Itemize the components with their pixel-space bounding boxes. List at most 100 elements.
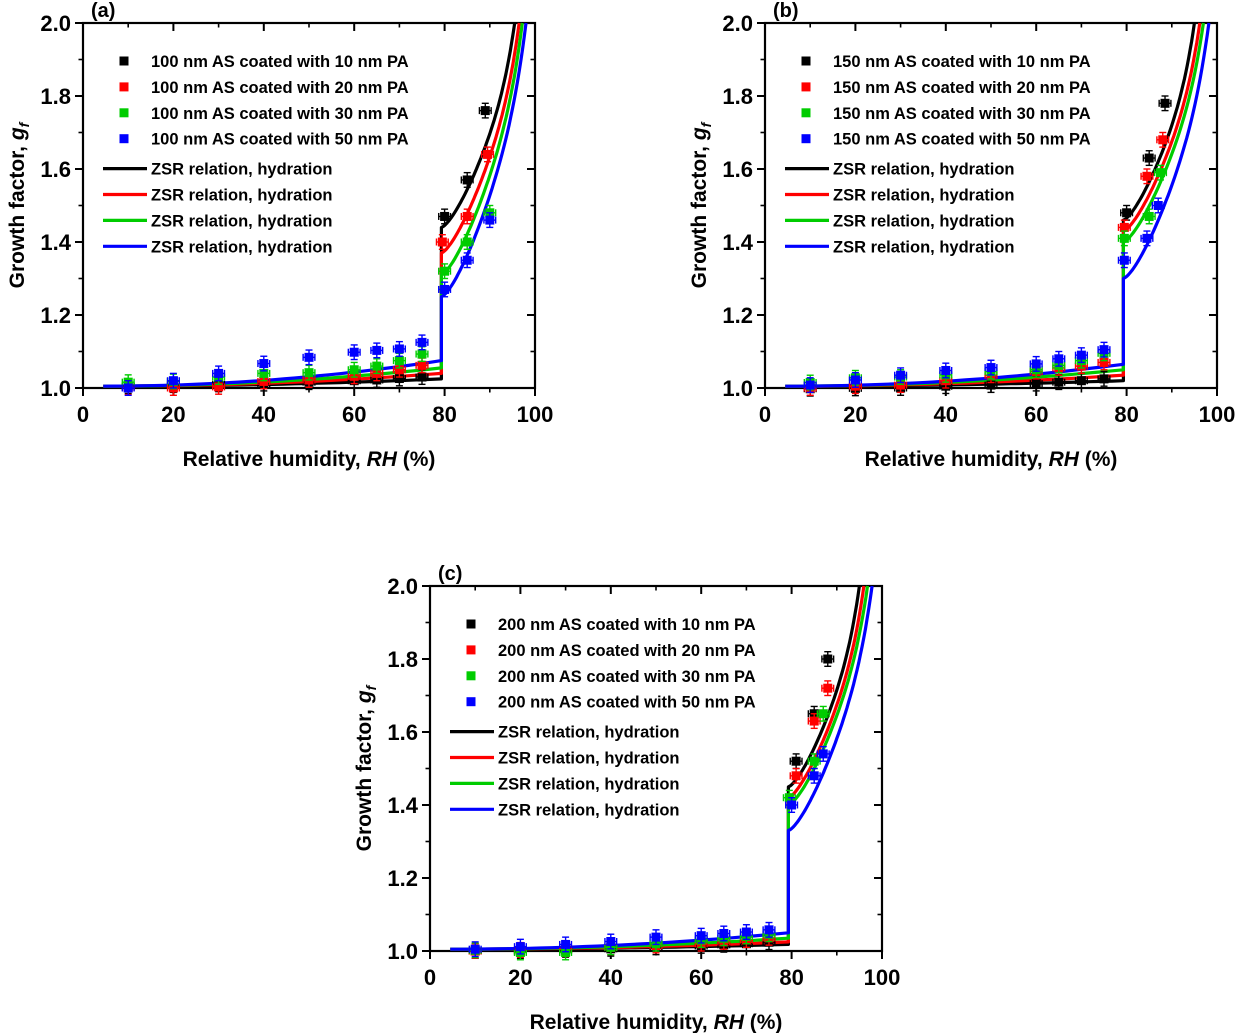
x-axis-tick-label: 100 bbox=[1199, 402, 1236, 427]
legend-marker bbox=[119, 56, 129, 66]
legend-entry-label: ZSR relation, hydration bbox=[833, 238, 1015, 256]
legend-entry-label: ZSR relation, hydration bbox=[498, 775, 680, 793]
legend-marker bbox=[466, 619, 476, 629]
scatter-point bbox=[1160, 98, 1170, 108]
scatter-point bbox=[1054, 377, 1064, 387]
scatter-point bbox=[1144, 153, 1154, 163]
legend: 100 nm AS coated with 10 nm PA 100 nm AS … bbox=[103, 53, 409, 256]
scatter-point bbox=[440, 266, 450, 276]
scatter-point bbox=[214, 382, 224, 392]
zsr-line-4 bbox=[450, 585, 874, 951]
scatter-point bbox=[1144, 211, 1154, 221]
scatter-point bbox=[1122, 208, 1132, 218]
scatter-point bbox=[896, 370, 906, 380]
scatter-point bbox=[372, 361, 382, 371]
y-axis-title: Growth factor, gf bbox=[688, 121, 714, 288]
scatter-point bbox=[440, 211, 450, 221]
x-axis-tick-label: 100 bbox=[864, 965, 901, 990]
scatter-point bbox=[1119, 255, 1129, 265]
scatter-point bbox=[719, 928, 729, 938]
legend-entry-label: ZSR relation, hydration bbox=[151, 187, 333, 205]
scatter-point bbox=[462, 175, 472, 185]
scatter-point bbox=[417, 372, 427, 382]
x-axis-tick-label: 20 bbox=[161, 402, 185, 427]
scatter-point bbox=[1076, 376, 1086, 386]
x-axis-tick-label: 0 bbox=[77, 402, 89, 427]
scatter-point bbox=[462, 237, 472, 247]
x-axis-title: Relative humidity, RH (%) bbox=[530, 1011, 783, 1033]
scatter-point bbox=[1158, 135, 1168, 145]
x-axis-title: Relative humidity, RH (%) bbox=[865, 448, 1118, 471]
scatter-point bbox=[349, 365, 359, 375]
y-axis-tick-label: 2.0 bbox=[40, 11, 71, 36]
scatter-point bbox=[462, 255, 472, 265]
legend-marker bbox=[466, 697, 476, 707]
legend-marker bbox=[801, 134, 811, 144]
scatter-point bbox=[1153, 201, 1163, 210]
x-axis-tick-label: 0 bbox=[759, 402, 771, 427]
scatter-point bbox=[485, 215, 495, 225]
y-axis-tick-label: 1.4 bbox=[40, 230, 71, 255]
scatter-point bbox=[304, 352, 314, 362]
legend-marker bbox=[801, 108, 811, 118]
axes-ticks bbox=[757, 22, 1218, 396]
x-axis-tick-label: 80 bbox=[779, 965, 803, 990]
y-axis-tick-label: 1.4 bbox=[387, 793, 418, 818]
scatter-point bbox=[1031, 359, 1041, 369]
x-axis-tick-label: 80 bbox=[432, 402, 456, 427]
scatter-point bbox=[394, 374, 404, 384]
scatter-point bbox=[787, 800, 797, 810]
y-axis-tick-label: 1.0 bbox=[40, 376, 71, 401]
scatter-point bbox=[394, 344, 404, 354]
x-axis-tick-label: 20 bbox=[508, 965, 532, 990]
x-axis-tick-label: 40 bbox=[252, 402, 276, 427]
legend-marker bbox=[119, 134, 129, 144]
scatter-point bbox=[259, 359, 269, 369]
scatter-point bbox=[259, 368, 269, 378]
x-axis-tick-label: 80 bbox=[1114, 402, 1138, 427]
scatter-point bbox=[259, 376, 269, 386]
scatter-point bbox=[168, 376, 178, 386]
scatter-point bbox=[818, 709, 828, 719]
x-axis-tick-label: 20 bbox=[843, 402, 867, 427]
scatter-point bbox=[417, 360, 427, 370]
x-axis-tick-label: 60 bbox=[1024, 402, 1048, 427]
scatter-point bbox=[1099, 357, 1109, 367]
legend-entry-label: 100 nm AS coated with 30 nm PA bbox=[151, 105, 409, 123]
legend-entry-label: ZSR relation, hydration bbox=[151, 161, 333, 179]
scatter-point bbox=[440, 284, 450, 294]
y-axis-tick-label: 1.6 bbox=[722, 157, 753, 182]
scatter-point bbox=[1099, 345, 1109, 355]
legend-entry-label: ZSR relation, hydration bbox=[833, 212, 1015, 230]
scatter-point bbox=[394, 365, 404, 375]
legend-entry-label: 200 nm AS coated with 50 nm PA bbox=[498, 694, 756, 712]
scatter-point bbox=[986, 363, 996, 373]
y-axis-tick-label: 1.8 bbox=[722, 84, 753, 109]
x-axis-tick-label: 0 bbox=[424, 965, 436, 990]
scatter-point bbox=[304, 368, 314, 378]
scatter-series-4 bbox=[468, 745, 830, 958]
scatter-point bbox=[809, 716, 819, 726]
legend-marker bbox=[466, 645, 476, 655]
scatter-point bbox=[986, 380, 996, 390]
scatter-point bbox=[417, 349, 427, 359]
scatter-point bbox=[1076, 350, 1086, 360]
y-axis-title: Growth factor, gf bbox=[6, 121, 32, 288]
plot-frame bbox=[81, 21, 537, 390]
scatter-point bbox=[515, 942, 525, 952]
y-axis-tick-label: 1.8 bbox=[387, 647, 418, 672]
zsr-line-3 bbox=[785, 22, 1205, 388]
legend-entry-label: ZSR relation, hydration bbox=[498, 801, 680, 819]
legend-entry-label: 150 nm AS coated with 50 nm PA bbox=[833, 131, 1091, 149]
scatter-point bbox=[823, 683, 833, 693]
scatter-point bbox=[791, 756, 801, 766]
scatter-point bbox=[417, 337, 427, 347]
scatter-series-3 bbox=[468, 705, 830, 961]
legend: 200 nm AS coated with 10 nm PA 200 nm AS … bbox=[450, 616, 756, 819]
scatter-point bbox=[480, 106, 490, 116]
scatter-point bbox=[214, 368, 224, 378]
x-axis-tick-label: 40 bbox=[599, 965, 623, 990]
scatter-point bbox=[896, 380, 906, 390]
legend-entry-label: ZSR relation, hydration bbox=[498, 724, 680, 742]
